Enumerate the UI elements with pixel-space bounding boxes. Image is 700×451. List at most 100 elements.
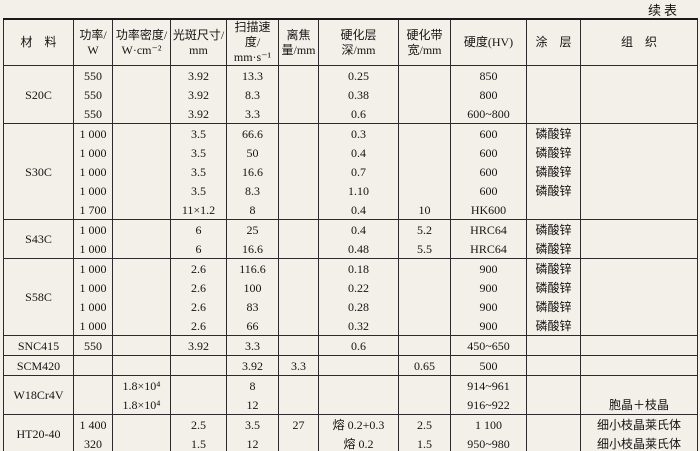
cell-scan_speed: 66 xyxy=(226,316,279,336)
cell-structure xyxy=(580,181,698,200)
cell-hardness: 450~650 xyxy=(450,335,527,356)
cell-layer_depth: 0.7 xyxy=(318,162,399,181)
cell-hardness: 900 xyxy=(450,278,527,297)
cell-band_width: 10 xyxy=(398,200,451,220)
cell-layer_depth: 0.48 xyxy=(318,239,399,259)
cell-coating: 磷酸锌 xyxy=(526,181,581,200)
cell-power_density xyxy=(112,219,171,239)
table-row: S43C 1 000 6 25 0.4 5.2 HRC64 磷酸锌 xyxy=(3,219,698,259)
cell-spot_size: 11×1.2 xyxy=(170,200,227,220)
column-header-scan_speed: 扫描速度/ mm·s⁻¹ xyxy=(226,19,279,66)
cell-power xyxy=(73,395,113,415)
material-cell: HT20-40 xyxy=(3,414,74,451)
cell-layer_depth: 熔 0.2 xyxy=(318,434,399,451)
cell-structure xyxy=(580,297,698,316)
cell-power: 1 000 xyxy=(73,143,113,162)
cell-power: 550 xyxy=(73,65,113,85)
cell-hardness: 600 xyxy=(450,162,527,181)
table-row: 1 000 3.5 16.6 0.7 600 磷酸锌 xyxy=(4,162,698,181)
cell-power: 1 000 xyxy=(73,123,113,143)
cell-power: 1 700 xyxy=(73,200,113,220)
cell-power: 550 xyxy=(73,85,113,104)
data-table: 材 料功率/ W 功率密度/ W·cm⁻² 光斑尺寸/ mm 扫描速度/ mm·s⁻¹… xyxy=(3,18,698,451)
cell-power: 320 xyxy=(73,434,113,451)
cell-defocus xyxy=(278,181,319,200)
table-row: S20C 550 3.92 13.3 0.25 850 xyxy=(3,65,698,124)
cell-power_density xyxy=(112,434,171,451)
table-body: S20C 550 3.92 13.3 0.25 850 550 3.92 8.3 0.38 800 5… xyxy=(3,65,698,451)
cell-band_width xyxy=(398,395,451,415)
cell-structure xyxy=(580,219,698,239)
cell-power_density xyxy=(112,355,171,376)
table-row: S58C 1 000 2.6 116.6 0.18 900 磷酸锌 xyxy=(3,258,698,336)
cell-spot_size: 3.5 xyxy=(170,143,227,162)
cell-spot_size xyxy=(170,395,227,415)
cell-layer_depth xyxy=(318,355,399,376)
table-row: 550 3.92 3.3 0.6 600~800 xyxy=(4,104,698,124)
cell-power: 1 000 xyxy=(73,239,113,259)
table-row: 1 000 2.6 100 0.22 900 磷酸锌 xyxy=(4,278,698,297)
column-header-defocus: 离焦 量/mm xyxy=(278,19,319,66)
cell-power xyxy=(73,355,113,376)
cell-defocus xyxy=(278,85,319,104)
cell-structure xyxy=(580,200,698,220)
cell-band_width xyxy=(398,258,451,278)
cell-defocus xyxy=(278,123,319,143)
continued-table-label: 续表 xyxy=(647,3,680,18)
table-row: 1 700 11×1.2 8 0.4 10 HK600 xyxy=(4,200,698,220)
column-header-structure: 组 织 xyxy=(580,19,698,66)
cell-hardness: 850 xyxy=(450,65,527,85)
cell-power_density xyxy=(112,297,171,316)
cell-power xyxy=(73,375,113,395)
cell-coating: 磷酸锌 xyxy=(526,239,581,259)
cell-spot_size: 2.6 xyxy=(170,297,227,316)
cell-coating xyxy=(526,414,581,434)
cell-defocus xyxy=(278,200,319,220)
cell-layer_depth: 0.4 xyxy=(318,219,399,239)
table-row: W18Cr4V 1.8×10⁴ 8 914~961 xyxy=(3,375,698,415)
cell-coating: 磷酸锌 xyxy=(526,123,581,143)
cell-power_density xyxy=(112,104,171,124)
cell-coating xyxy=(526,65,581,85)
cell-power: 1 000 xyxy=(73,219,113,239)
material-cell: W18Cr4V xyxy=(3,375,74,415)
cell-power: 1 400 xyxy=(73,414,113,434)
cell-spot_size xyxy=(170,355,227,376)
cell-defocus xyxy=(278,375,319,395)
cell-defocus xyxy=(278,219,319,239)
cell-structure xyxy=(580,239,698,259)
cell-power_density xyxy=(112,239,171,259)
cell-power_density xyxy=(112,181,171,200)
cell-power_density xyxy=(112,143,171,162)
cell-hardness: 800 xyxy=(450,85,527,104)
cell-power: 1 000 xyxy=(73,162,113,181)
cell-coating: 磷酸锌 xyxy=(526,278,581,297)
cell-spot_size: 2.6 xyxy=(170,316,227,336)
cell-power: 1 000 xyxy=(73,278,113,297)
table-header: 材 料功率/ W 功率密度/ W·cm⁻² 光斑尺寸/ mm 扫描速度/ mm·s⁻¹… xyxy=(3,19,698,66)
cell-spot_size: 3.92 xyxy=(170,85,227,104)
cell-layer_depth: 1.10 xyxy=(318,181,399,200)
cell-band_width xyxy=(398,85,451,104)
cell-coating: 磷酸锌 xyxy=(526,219,581,239)
table-row: 1 000 3.5 50 0.4 600 磷酸锌 xyxy=(4,143,698,162)
cell-coating: 磷酸锌 xyxy=(526,258,581,278)
cell-layer_depth: 0.28 xyxy=(318,297,399,316)
cell-defocus: 3.3 xyxy=(278,355,319,376)
cell-hardness: 600~800 xyxy=(450,104,527,124)
cell-band_width xyxy=(398,335,451,356)
cell-coating: 磷酸锌 xyxy=(526,316,581,336)
table-header-row: 材 料功率/ W 功率密度/ W·cm⁻² 光斑尺寸/ mm 扫描速度/ mm·s⁻¹… xyxy=(3,19,698,66)
cell-band_width: 1.5 xyxy=(398,434,451,451)
table-row: 1.8×10⁴ 12 916~922 胞晶＋枝晶 xyxy=(4,395,698,415)
cell-hardness: 900 xyxy=(450,316,527,336)
cell-coating xyxy=(526,375,581,395)
cell-band_width xyxy=(398,375,451,395)
cell-hardness: HRC64 xyxy=(450,219,527,239)
cell-structure xyxy=(580,375,698,395)
cell-layer_depth: 0.3 xyxy=(318,123,399,143)
cell-structure xyxy=(580,316,698,336)
table-row: 1 000 2.6 83 0.28 900 磷酸锌 xyxy=(4,297,698,316)
column-header-power: 功率/ W xyxy=(73,19,113,66)
cell-hardness: 600 xyxy=(450,123,527,143)
